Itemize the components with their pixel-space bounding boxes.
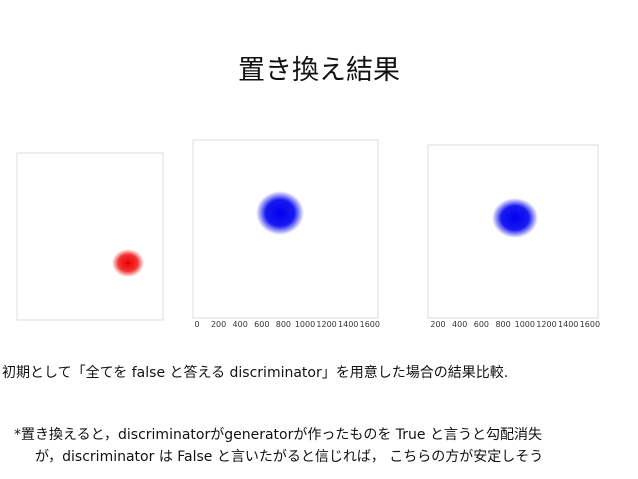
x-tick-label: 600 [254,320,269,329]
blue-cluster [256,191,304,235]
x-tick-label: 1000 [295,320,315,329]
x-tick-label: 1200 [536,320,556,329]
note-line: が，discriminator は False と言いたがると信じれば， こちら… [35,449,544,465]
note-line: *置き換えると，discriminatorがgeneratorが作ったものを T… [14,427,542,443]
x-tick-label: 200 [430,320,445,329]
x-tick-label: 1400 [558,320,578,329]
plot-frame [427,144,599,319]
x-tick-label: 1400 [338,320,358,329]
x-tick-label: 800 [495,320,510,329]
x-tick-label: 400 [452,320,467,329]
x-tick-label: 600 [474,320,489,329]
x-tick-label: 0 [194,320,199,329]
blue-cluster [492,198,538,238]
slide-title: 置き換え結果 [238,55,400,86]
plot-frame [192,139,379,319]
plot-frame [16,152,164,321]
plot-images: 0 200 400 600 800 1000 1200 1400 1600 200 400 600 80… [16,139,600,329]
x-tick-label: 200 [211,320,226,329]
red-cluster [112,249,144,277]
x-tick-label: 1600 [360,320,380,329]
x-tick-label: 1600 [580,320,600,329]
x-tick-label: 1000 [515,320,535,329]
x-tick-label: 1200 [316,320,336,329]
caption: 初期として「全てを false と答える discriminator」を用意した… [2,365,509,381]
x-tick-label: 400 [233,320,248,329]
x-tick-label: 800 [276,320,291,329]
